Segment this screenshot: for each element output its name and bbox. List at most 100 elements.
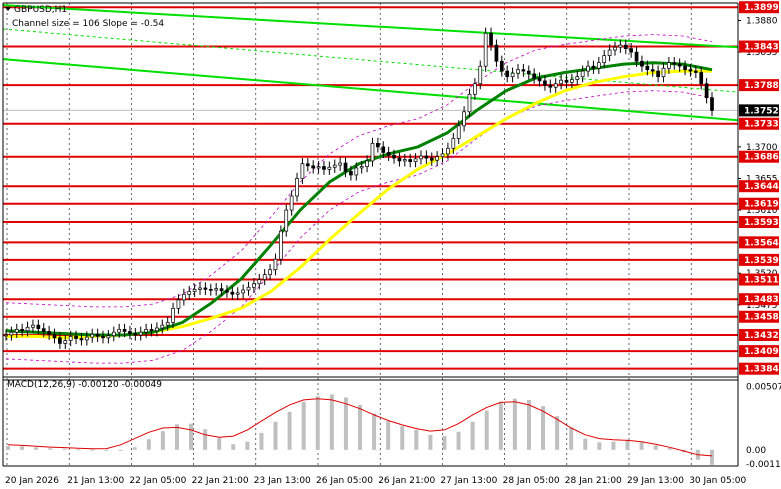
candle-body: [246, 286, 251, 291]
macd-bar: [329, 394, 334, 450]
y-tick-label: 1.3700: [746, 143, 778, 153]
candle-body: [111, 331, 116, 337]
candle-body: [322, 166, 326, 170]
macd-bar: [526, 399, 531, 450]
candle-body: [446, 147, 450, 155]
candle-body: [634, 51, 639, 62]
candle-body: [629, 48, 634, 53]
candle-body: [332, 164, 337, 168]
level-badge: [739, 273, 779, 286]
candle-body: [25, 326, 30, 332]
x-tick-label: 27 Jan 13:00: [440, 476, 497, 486]
candle-body: [580, 70, 585, 78]
candle-body: [586, 65, 590, 72]
level-badge-label: 1.3644: [744, 182, 779, 192]
macd-bar: [287, 411, 292, 450]
x-tick-label: 21 Jan 13:00: [67, 476, 124, 486]
candle-body: [176, 299, 181, 309]
macd-bar: [386, 421, 391, 450]
level-badge: [739, 197, 779, 210]
candle-body: [101, 336, 105, 339]
candle-body: [74, 336, 78, 339]
candle-body: [451, 138, 456, 149]
candle-body: [640, 60, 644, 67]
candle-body: [494, 44, 499, 62]
macd-bar: [203, 429, 208, 450]
candle-body: [122, 329, 127, 332]
candle-body: [295, 178, 299, 197]
current-price-badge: [739, 104, 779, 117]
candle-body: [279, 230, 283, 260]
x-tick-label: 20 Jan 2026: [5, 476, 59, 486]
level-badge: [739, 117, 779, 130]
macd-bar: [231, 444, 236, 450]
candle-body: [14, 329, 19, 333]
candle-body: [402, 159, 407, 162]
candle-body: [316, 166, 321, 169]
gridlines: [6, 3, 692, 466]
macd-bar: [512, 398, 517, 450]
candle-body: [79, 338, 84, 341]
candle-body: [165, 322, 170, 326]
candle-body: [483, 32, 488, 67]
x-tick-label: 28 Jan 05:00: [503, 476, 560, 486]
candle-body: [149, 329, 154, 332]
level-badge: [739, 362, 779, 375]
candle-body: [289, 195, 294, 211]
macd-bar: [174, 424, 179, 450]
candle-body: [667, 62, 671, 69]
x-tick-label: 22 Jan 05:00: [129, 476, 186, 486]
candle-body: [564, 79, 569, 83]
candle-body: [20, 329, 25, 332]
candle-body: [68, 336, 73, 341]
collapse-arrow-icon[interactable]: [5, 7, 11, 11]
candle-body: [58, 337, 62, 344]
candle-body: [661, 67, 666, 78]
level-badge-label: 1.3564: [744, 238, 779, 248]
candle-body: [419, 155, 423, 160]
level-badge-label: 1.3593: [744, 218, 779, 228]
candle-body: [284, 209, 289, 232]
x-tick-label: 23 Jan 13:00: [254, 476, 311, 486]
candle-body: [241, 289, 245, 294]
candle-body: [41, 328, 46, 332]
level-badge: [739, 236, 779, 249]
macd-bar: [104, 449, 109, 451]
candle-body: [144, 329, 148, 333]
candle-body: [133, 333, 138, 336]
macd-panel: [6, 394, 714, 465]
candle-body: [257, 279, 262, 285]
macd-bar: [428, 434, 433, 450]
level-badge-label: 1.3458: [744, 313, 779, 323]
macd-bar: [583, 438, 588, 450]
macd-bar: [132, 447, 137, 450]
macd-bar: [358, 404, 362, 450]
macd-bar: [611, 441, 616, 450]
candle-body: [31, 324, 35, 328]
candle-body: [128, 331, 132, 334]
macd-bar: [400, 426, 405, 450]
macd-bar: [76, 449, 81, 451]
x-tick-label: 26 Jan 05:00: [316, 476, 373, 486]
candle-body: [467, 93, 472, 113]
level-badge: [739, 293, 779, 306]
candle-body: [510, 72, 515, 78]
macd-y-tick-label: -0.00115: [746, 460, 781, 470]
candle-body: [359, 166, 364, 169]
candle-body: [408, 159, 413, 162]
candle-body: [354, 167, 359, 176]
macd-bar: [414, 429, 419, 450]
macd-bar: [160, 431, 165, 450]
candle-body: [596, 62, 601, 69]
candle-body: [47, 331, 51, 335]
macd-bar: [710, 449, 714, 465]
macd-bar: [217, 437, 222, 450]
candle-body: [704, 83, 709, 99]
candle-body: [424, 155, 429, 159]
candle-body: [36, 324, 41, 330]
candle-body: [602, 55, 607, 64]
y-tick-label: 1.3655: [746, 174, 778, 184]
candle-body: [349, 171, 353, 176]
candle-body: [440, 153, 445, 158]
candle-body: [181, 293, 186, 301]
